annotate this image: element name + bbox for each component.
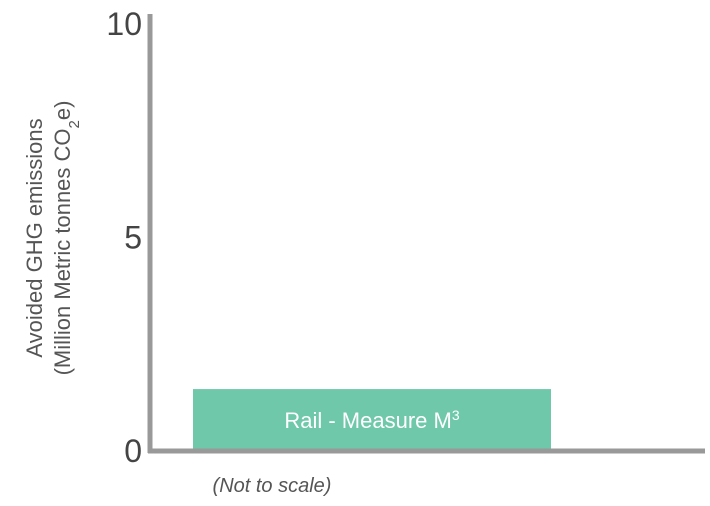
y-axis-title-line2: (Million Metric tonnes CO2e) [50,101,83,376]
y-tick-label-5: 5 [124,220,142,256]
y-axis-title-line1: Avoided GHG emissions [22,118,47,357]
bar-label-sup: 3 [452,407,460,423]
y-axis-title-line2-main: (Million Metric tonnes CO [50,128,75,375]
not-to-scale-note: (Not to scale) [213,475,332,497]
y-tick-label-10: 10 [106,6,142,42]
bars [193,389,551,451]
bar-0 [193,389,551,451]
bar-label: Rail - Measure M3 [284,407,459,433]
y-axis-ticks: 0 5 10 [106,6,142,469]
y-axis-title-line2-end: e) [50,101,75,121]
y-tick-label-0: 0 [124,433,142,469]
bar-label-main: Rail - Measure M [284,408,451,433]
y-axis-title-line2-sub: 2 [66,120,83,128]
